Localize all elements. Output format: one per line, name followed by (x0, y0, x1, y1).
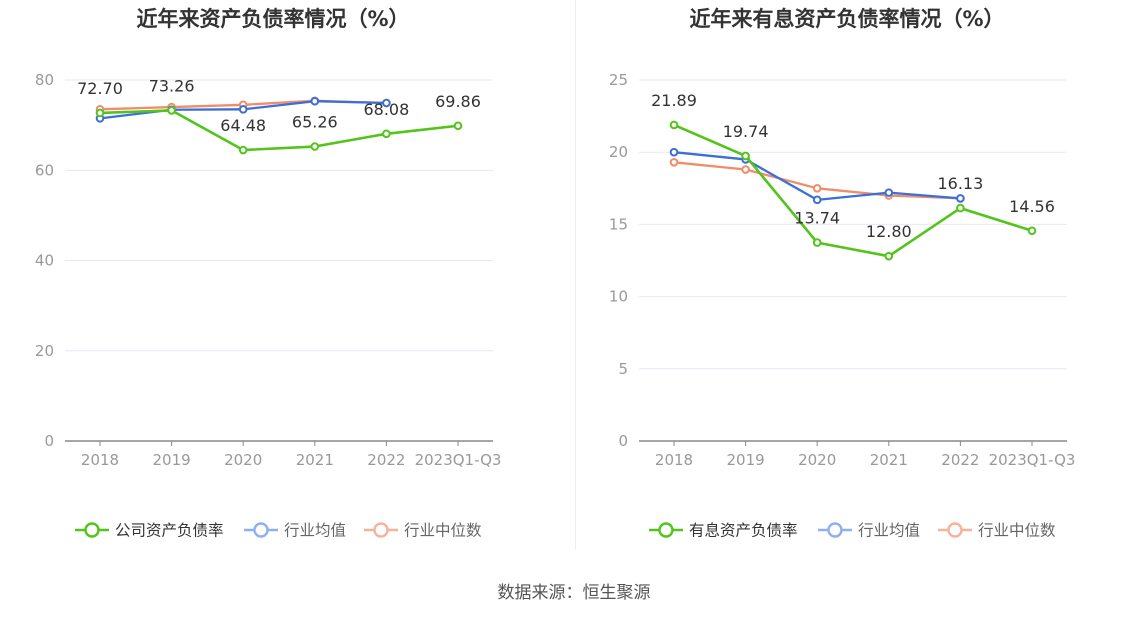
legend-marker-icon (658, 522, 674, 538)
series-line-industry-mean (673, 151, 961, 202)
legend-item: 有息资产负债率 (649, 522, 798, 540)
legend-item: 行业中位数 (364, 522, 482, 540)
data-point (453, 121, 463, 131)
legend-label: 行业中位数 (978, 522, 1056, 540)
legend-marker-icon (947, 522, 963, 538)
legend-marker-icon (84, 522, 100, 538)
data-point (956, 194, 965, 203)
y-tick-label: 40 (35, 252, 54, 270)
y-tick-label: 25 (609, 71, 628, 89)
y-tick-label: 80 (35, 71, 54, 89)
panel-divider (575, 0, 576, 550)
data-label: 21.89 (651, 91, 697, 110)
data-point (669, 147, 679, 157)
y-tick-label: 20 (609, 143, 628, 161)
data-label: 12.80 (866, 222, 912, 241)
data-label: 69.86 (435, 92, 481, 111)
x-tick-label: 2023Q1-Q3 (989, 451, 1076, 469)
chart-title: 近年来有息资产负债率情况（%） (689, 7, 1004, 31)
x-tick-label: 2020 (224, 451, 262, 469)
data-point (956, 203, 965, 213)
data-point (741, 165, 750, 174)
legend-item: 行业均值 (244, 522, 346, 540)
data-label: 73.26 (149, 76, 195, 95)
data-label: 16.13 (937, 174, 983, 193)
data-point (95, 108, 105, 118)
data-label: 68.08 (363, 100, 409, 119)
data-point (310, 142, 320, 151)
x-tick-label: 2018 (655, 451, 693, 469)
data-point (884, 188, 894, 197)
legend-item: 行业均值 (818, 522, 920, 540)
data-point (669, 158, 679, 167)
data-point (238, 105, 248, 114)
data-point (669, 120, 679, 130)
data-point (167, 106, 176, 115)
series-line-company (99, 109, 459, 152)
legend-marker-icon (253, 522, 269, 538)
series-line-industry-median (673, 161, 961, 200)
y-tick-label: 10 (609, 288, 628, 306)
legend-label: 行业均值 (284, 522, 346, 540)
legend-item: 行业中位数 (938, 522, 1056, 540)
x-tick-label: 2018 (81, 451, 119, 469)
legend-label: 行业中位数 (404, 522, 482, 540)
debt-ratio-chart: 近年来资产负债率情况（%） 0 20 40 60 80 2018 2019 2020 2021 20… (35, 7, 502, 540)
data-point (382, 129, 391, 139)
x-tick-label: 2019 (727, 451, 765, 469)
data-label: 19.74 (723, 122, 769, 141)
y-tick-label: 0 (44, 432, 54, 450)
data-label: 13.74 (794, 209, 840, 228)
data-label: 65.26 (292, 113, 338, 132)
data-point (884, 251, 894, 261)
data-point (741, 151, 750, 161)
data-point (310, 96, 320, 106)
x-tick-label: 2020 (798, 451, 836, 469)
x-tick-label: 2023Q1-Q3 (415, 451, 502, 469)
chart-title: 近年来资产负债率情况（%） (136, 7, 409, 31)
legend-marker-icon (827, 522, 843, 538)
y-tick-label: 15 (609, 215, 628, 233)
interest-bearing-debt-ratio-chart: 近年来有息资产负债率情况（%） 0 5 10 15 20 25 2018 2019 2020 202… (609, 7, 1076, 540)
series-line-company (673, 123, 1033, 258)
data-point (1027, 226, 1037, 236)
data-source: 数据来源：恒生聚源 (497, 583, 651, 603)
y-tick-label: 20 (35, 342, 54, 360)
x-tick-label: 2021 (296, 451, 334, 469)
data-label: 64.48 (220, 116, 266, 135)
y-tick-label: 0 (618, 432, 628, 450)
x-tick-label: 2022 (941, 451, 979, 469)
x-tick-label: 2019 (153, 451, 191, 469)
legend-label: 行业均值 (858, 522, 920, 540)
data-point (238, 145, 248, 155)
legend-label: 有息资产负债率 (689, 522, 798, 540)
x-tick-label: 2021 (870, 451, 908, 469)
legend-marker-icon (373, 522, 389, 538)
data-point (812, 238, 822, 247)
data-label: 14.56 (1009, 197, 1055, 216)
y-tick-label: 5 (618, 360, 628, 378)
data-point (382, 98, 391, 108)
x-tick-label: 2022 (367, 451, 405, 469)
data-label: 72.70 (77, 79, 123, 98)
y-tick-label: 60 (35, 161, 54, 179)
legend-label: 公司资产负债率 (115, 522, 224, 540)
legend-item: 公司资产负债率 (75, 522, 224, 540)
data-point (812, 184, 822, 193)
data-point (812, 195, 822, 205)
